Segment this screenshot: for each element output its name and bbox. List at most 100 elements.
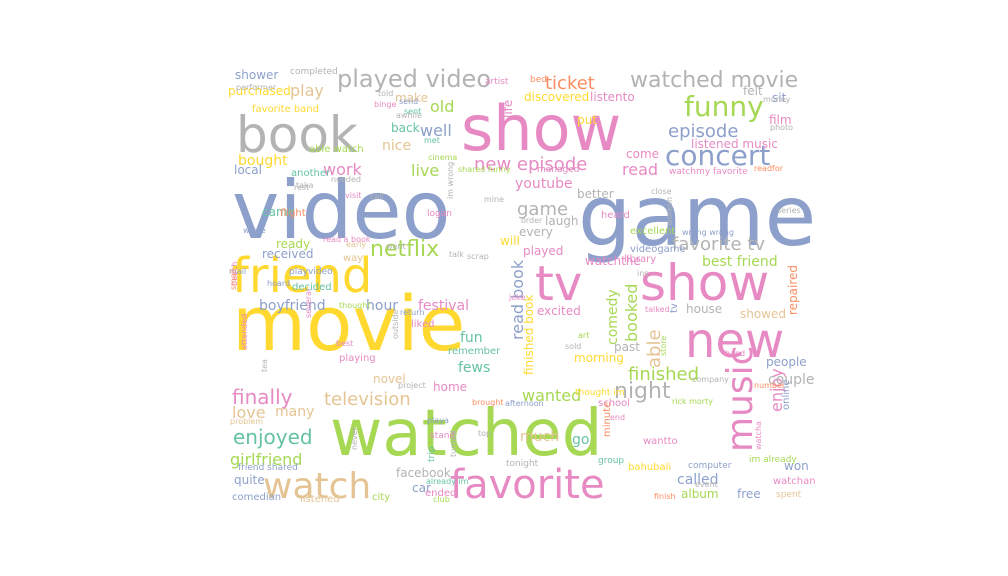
cloud-word: game xyxy=(578,167,816,265)
cloud-word: turned xyxy=(449,431,458,457)
cloud-word: sit xyxy=(772,91,787,105)
cloud-word: already im xyxy=(426,477,469,486)
cloud-word: wrong wrong xyxy=(682,228,734,237)
cloud-word: talked xyxy=(645,305,670,314)
cloud-word: episode xyxy=(668,121,738,142)
cloud-word: mine xyxy=(484,195,504,204)
cloud-word: playvideo xyxy=(289,267,333,277)
cloud-word: much xyxy=(520,429,559,445)
cloud-word: company xyxy=(692,375,729,384)
cloud-word: television xyxy=(324,389,411,410)
cloud-word: old xyxy=(430,97,454,116)
cloud-word: im already xyxy=(749,455,797,465)
cloud-word: quite xyxy=(234,473,265,487)
cloud-word: novel xyxy=(373,372,406,386)
cloud-word: order xyxy=(521,216,543,225)
cloud-word: wanted xyxy=(522,386,581,405)
cloud-word: read a book xyxy=(323,235,371,244)
cloud-word: play xyxy=(290,81,324,100)
cloud-word: met xyxy=(424,136,440,145)
cloud-word: brought xyxy=(472,398,503,407)
cloud-word: movie xyxy=(232,279,465,368)
cloud-word: free xyxy=(737,487,761,501)
cloud-word: flight xyxy=(280,208,306,219)
cloud-word: show xyxy=(461,92,621,165)
cloud-word: finish xyxy=(654,492,676,501)
cloud-word: videogame xyxy=(630,244,686,255)
cloud-word: playa xyxy=(427,416,449,425)
cloud-word: hour xyxy=(366,298,398,314)
cloud-word: excellent xyxy=(630,226,675,237)
cloud-word: project xyxy=(398,381,426,390)
cloud-word: afternoon xyxy=(505,399,544,408)
cloud-word: friend shared xyxy=(238,463,298,473)
cloud-word: girlfriend xyxy=(230,450,302,469)
cloud-word: every xyxy=(519,225,553,239)
cloud-word: several xyxy=(304,289,313,318)
cloud-word: rick morty xyxy=(672,397,713,406)
cloud-word: boyfriend xyxy=(259,298,326,314)
cloud-word: will xyxy=(500,234,520,248)
cloud-word: life xyxy=(501,100,515,118)
cloud-word: well xyxy=(420,121,452,140)
cloud-word: early xyxy=(346,240,366,249)
cloud-word: favorite tv xyxy=(672,234,765,255)
cloud-word: many xyxy=(275,404,314,420)
cloud-word: told xyxy=(378,89,393,98)
cloud-word: readfor xyxy=(754,164,784,173)
cloud-word: went xyxy=(386,242,406,251)
cloud-word: shared funny xyxy=(458,165,511,174)
cloud-word: wantto xyxy=(643,436,678,447)
cloud-word: thought im xyxy=(575,388,625,398)
cloud-word: felt xyxy=(743,84,763,98)
cloud-word: called xyxy=(677,472,719,488)
cloud-word: awhile xyxy=(396,111,422,120)
cloud-word: store xyxy=(659,336,668,356)
cloud-word: watchan xyxy=(773,476,816,487)
cloud-word: played xyxy=(523,244,563,258)
cloud-word: comedian xyxy=(232,492,281,503)
cloud-word: best xyxy=(336,339,353,348)
cloud-word: laugh xyxy=(545,214,579,228)
cloud-word: workon xyxy=(665,197,674,226)
cloud-word: photo xyxy=(770,123,793,132)
cloud-word: tv xyxy=(535,256,582,312)
cloud-word: city xyxy=(372,492,390,503)
cloud-word: taka xyxy=(296,181,314,190)
cloud-word: call xyxy=(370,192,384,201)
cloud-word: trip xyxy=(427,446,437,462)
cloud-word: won xyxy=(784,459,809,473)
cloud-word: best friend xyxy=(702,254,778,270)
cloud-word: watcha xyxy=(754,421,763,450)
cloud-word: minute xyxy=(602,402,613,437)
cloud-word: visit xyxy=(345,191,361,200)
cloud-word: playing xyxy=(339,353,376,364)
cloud-word: festival xyxy=(418,298,469,314)
cloud-word: logan xyxy=(427,209,452,219)
cloud-word: bought xyxy=(238,153,288,169)
cloud-word: received xyxy=(262,247,313,261)
cloud-word: binge xyxy=(374,100,396,109)
cloud-word: finished xyxy=(628,364,699,385)
cloud-word: favorite xyxy=(450,462,605,508)
cloud-word: friend xyxy=(232,248,372,304)
cloud-word: ins xyxy=(637,269,648,278)
cloud-word: listened music xyxy=(691,137,778,151)
cloud-word: showed xyxy=(740,307,786,321)
cloud-word: never xyxy=(350,426,359,450)
cloud-word: thought xyxy=(339,301,370,310)
cloud-word: better xyxy=(577,187,614,201)
cloud-word: local xyxy=(234,163,262,177)
cloud-word: outside xyxy=(391,309,400,339)
cloud-word: watchthe xyxy=(585,254,641,268)
cloud-word: online xyxy=(781,379,792,410)
cloud-word: netflix xyxy=(370,237,439,262)
cloud-word: club xyxy=(433,495,450,504)
cloud-word: purchased xyxy=(228,84,291,98)
cloud-word: stand xyxy=(430,431,455,441)
cloud-word: problem xyxy=(230,417,263,426)
cloud-word: listento xyxy=(590,90,635,104)
cloud-word: close xyxy=(651,187,672,196)
cloud-word: joke xyxy=(508,293,525,302)
